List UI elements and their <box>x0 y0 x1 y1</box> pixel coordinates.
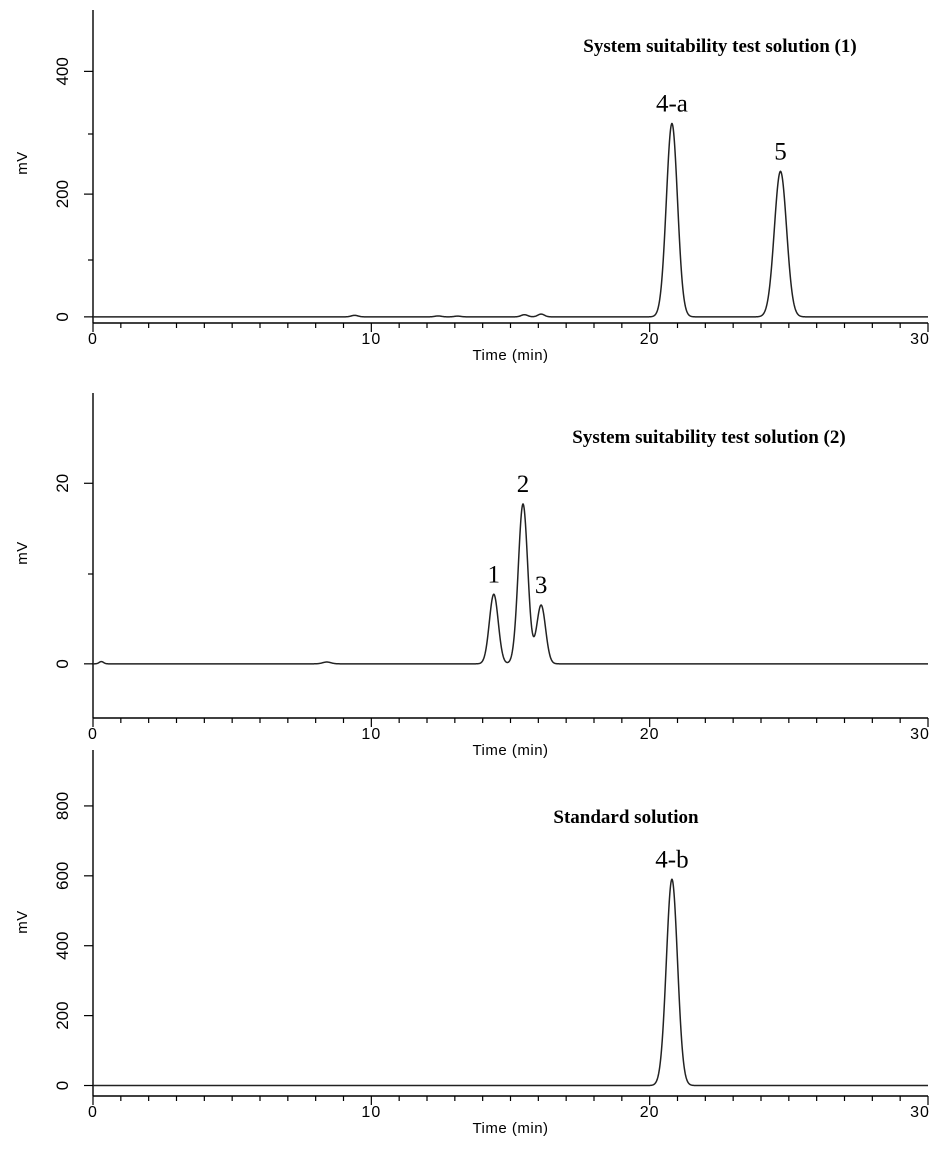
peak-label-1: 1 <box>488 561 501 588</box>
peak-label-2: 2 <box>517 471 530 498</box>
x-axis-title: Time (min) <box>472 347 548 364</box>
peak-apex-4-b <box>671 878 673 881</box>
x-tick-label: 20 <box>640 331 660 348</box>
peak-label-3: 3 <box>535 572 548 599</box>
x-tick-label: 30 <box>910 331 930 348</box>
y-tick-label: 0 <box>53 659 72 668</box>
y-tick-label: 400 <box>53 932 72 960</box>
peak-apex-2 <box>522 503 524 505</box>
panel-title: System suitability test solution (1) <box>583 36 856 57</box>
x-tick-label: 10 <box>361 1104 381 1121</box>
panel-title: System suitability test solution (2) <box>572 427 845 448</box>
chromatogram-panel-3: 0 10 20 30 0 200 400 600 800 Time (min) mV Standard… <box>14 750 930 1137</box>
chromatogram-trace <box>92 503 929 665</box>
peak-apex-5 <box>779 170 782 173</box>
x-tick-label: 10 <box>361 726 381 743</box>
y-tick-label: 600 <box>53 862 72 890</box>
chromatogram-trace <box>92 122 929 318</box>
peak-label-5: 5 <box>774 138 787 165</box>
x-tick-label: 0 <box>88 726 98 743</box>
y-axis-title: mV <box>14 910 31 934</box>
chromatogram-trace <box>92 878 929 1087</box>
x-tick-label: 30 <box>910 726 930 743</box>
y-tick-label: 800 <box>53 792 72 820</box>
y-axis-title: mV <box>14 151 31 175</box>
panel-title: Standard solution <box>553 807 699 828</box>
y-tick-label: 200 <box>53 1001 72 1029</box>
y-tick-label: 0 <box>53 312 72 321</box>
x-tick-label: 20 <box>640 726 660 743</box>
x-axis-title: Time (min) <box>472 742 548 759</box>
y-tick-label: 200 <box>53 180 72 208</box>
x-tick-label: 0 <box>88 1104 98 1121</box>
y-axis-title: mV <box>14 541 31 565</box>
peak-label-4-b: 4-b <box>655 846 688 873</box>
peak-apex-3 <box>540 604 542 606</box>
chromatogram-panel-1: 0 10 20 30 0 200 400 Time (min) mV System suitabi… <box>14 10 930 364</box>
x-tick-label: 20 <box>640 1104 660 1121</box>
x-tick-label: 30 <box>910 1104 930 1121</box>
y-tick-label: 400 <box>53 57 72 85</box>
x-axis-title: Time (min) <box>472 1120 548 1137</box>
y-tick-label: 20 <box>53 474 72 493</box>
x-tick-label: 10 <box>361 331 381 348</box>
peak-apex-4-a <box>671 122 673 125</box>
y-tick-label: 0 <box>53 1081 72 1090</box>
chromatogram-panel-2: 0 10 20 30 0 20 Time (min) mV System suitability… <box>14 393 930 759</box>
x-tick-label: 0 <box>88 331 98 348</box>
peak-apex-1 <box>493 593 495 596</box>
peak-label-4-a: 4-a <box>656 91 688 118</box>
